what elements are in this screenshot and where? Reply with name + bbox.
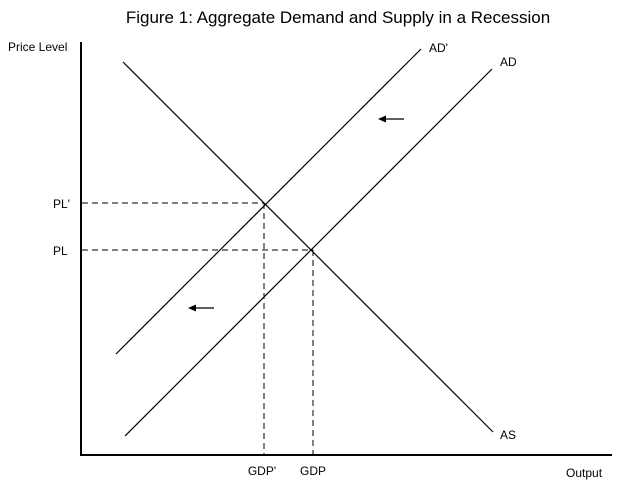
as-label: AS: [500, 428, 516, 442]
figure-title: Figure 1: Aggregate Demand and Supply in…: [126, 8, 550, 27]
gdp-prime-label: GDP': [248, 464, 276, 478]
shift-arrow-lower: [188, 304, 214, 312]
gdp-label: GDP: [300, 464, 326, 478]
shift-arrow-upper: [378, 115, 404, 123]
as-curve: [122, 61, 494, 433]
pl-label: PL: [53, 244, 68, 258]
pl-prime-label: PL': [53, 197, 70, 211]
y-axis-label: Price Level: [8, 40, 67, 54]
ad-prime-label: AD': [429, 41, 448, 55]
x-axis-label: Output: [566, 466, 603, 480]
ad-curve: [124, 68, 493, 437]
ad-label: AD: [500, 55, 517, 69]
ad-prime-curve: [115, 48, 422, 355]
